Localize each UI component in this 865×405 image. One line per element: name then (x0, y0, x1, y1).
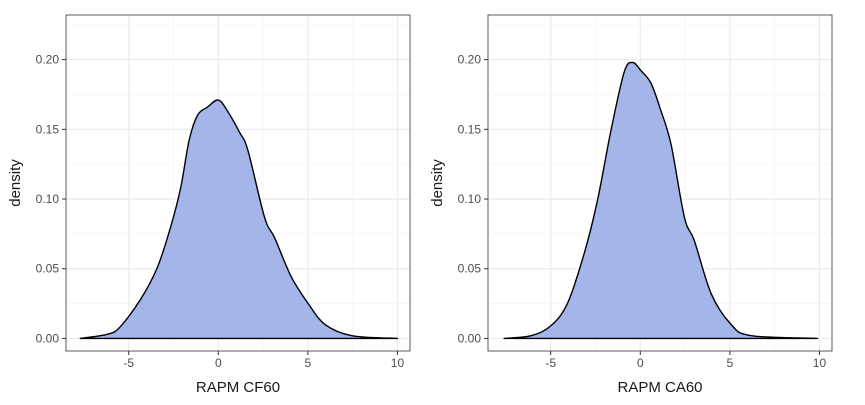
y-tick-label: 0.20 (458, 53, 482, 67)
x-axis-title: RAPM CF60 (196, 379, 280, 396)
y-tick-label: 0.00 (36, 331, 60, 345)
x-tick-label: 5 (727, 356, 734, 370)
y-tick-label: 0.10 (36, 192, 60, 206)
y-tick-label: 0.15 (36, 122, 60, 136)
x-tick-label: 10 (813, 356, 827, 370)
x-tick-label: 10 (391, 356, 405, 370)
y-tick-label: 0.20 (36, 53, 60, 67)
density-line (503, 61, 819, 340)
y-tick-label: 0.15 (458, 122, 482, 136)
density-line (79, 99, 399, 340)
x-tick-label: 0 (215, 356, 222, 370)
panel-border (487, 14, 833, 352)
y-axis-title: density (429, 159, 446, 207)
panel-1: -5 0 5 10 0.00 0.05 0.10 0.15 0.20 RAPM CF60 densi… (7, 14, 411, 396)
x-tick-label: -5 (123, 356, 134, 370)
x-tick-label: 5 (305, 356, 312, 370)
density-area (80, 99, 398, 339)
panel-2: -5 0 5 10 0.00 0.05 0.10 0.15 0.20 RAPM CA60 densi… (429, 14, 833, 396)
y-tick-label: 0.05 (458, 262, 482, 276)
y-axis-title: density (7, 159, 24, 207)
y-tick-label: 0.05 (36, 262, 60, 276)
x-axis-title: RAPM CA60 (617, 379, 702, 396)
density-area (504, 62, 818, 339)
panel-border (65, 14, 411, 352)
x-tick-label: 0 (637, 356, 644, 370)
y-tick-label: 0.00 (458, 331, 482, 345)
x-tick-label: -5 (545, 356, 556, 370)
y-tick-label: 0.10 (458, 192, 482, 206)
